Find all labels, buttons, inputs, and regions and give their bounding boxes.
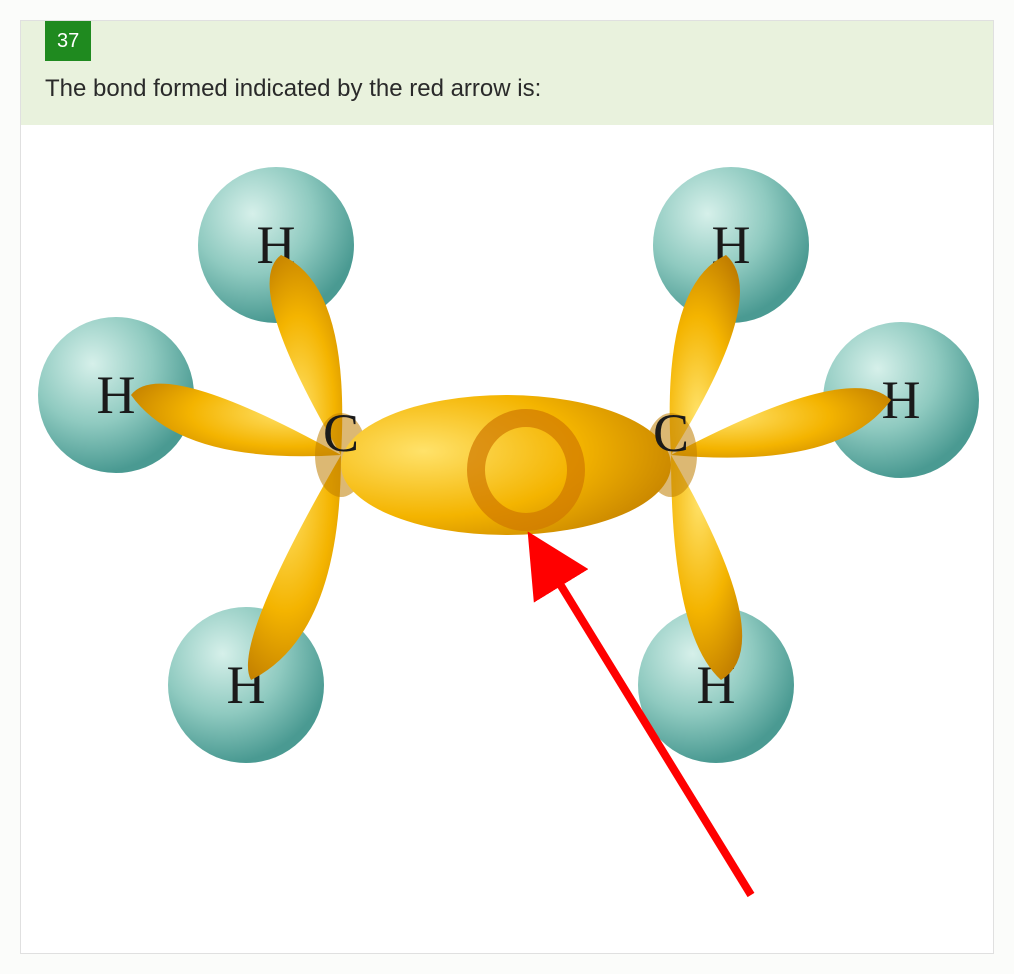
molecule-figure: H H H H H [21, 125, 993, 915]
question-header-band: 37 The bond formed indicated by the red … [21, 21, 993, 125]
carbon-label-right: C [653, 403, 689, 463]
question-number-badge: 37 [45, 21, 91, 61]
question-card: 37 The bond formed indicated by the red … [20, 20, 994, 954]
central-sigma-bond-lobe [341, 395, 671, 535]
molecule-svg: H H H H H [21, 125, 991, 915]
carbon-label-left: C [323, 403, 359, 463]
question-text: The bond formed indicated by the red arr… [45, 75, 969, 103]
hydrogen-label: H [97, 365, 136, 425]
page-root: 37 The bond formed indicated by the red … [0, 0, 1014, 974]
